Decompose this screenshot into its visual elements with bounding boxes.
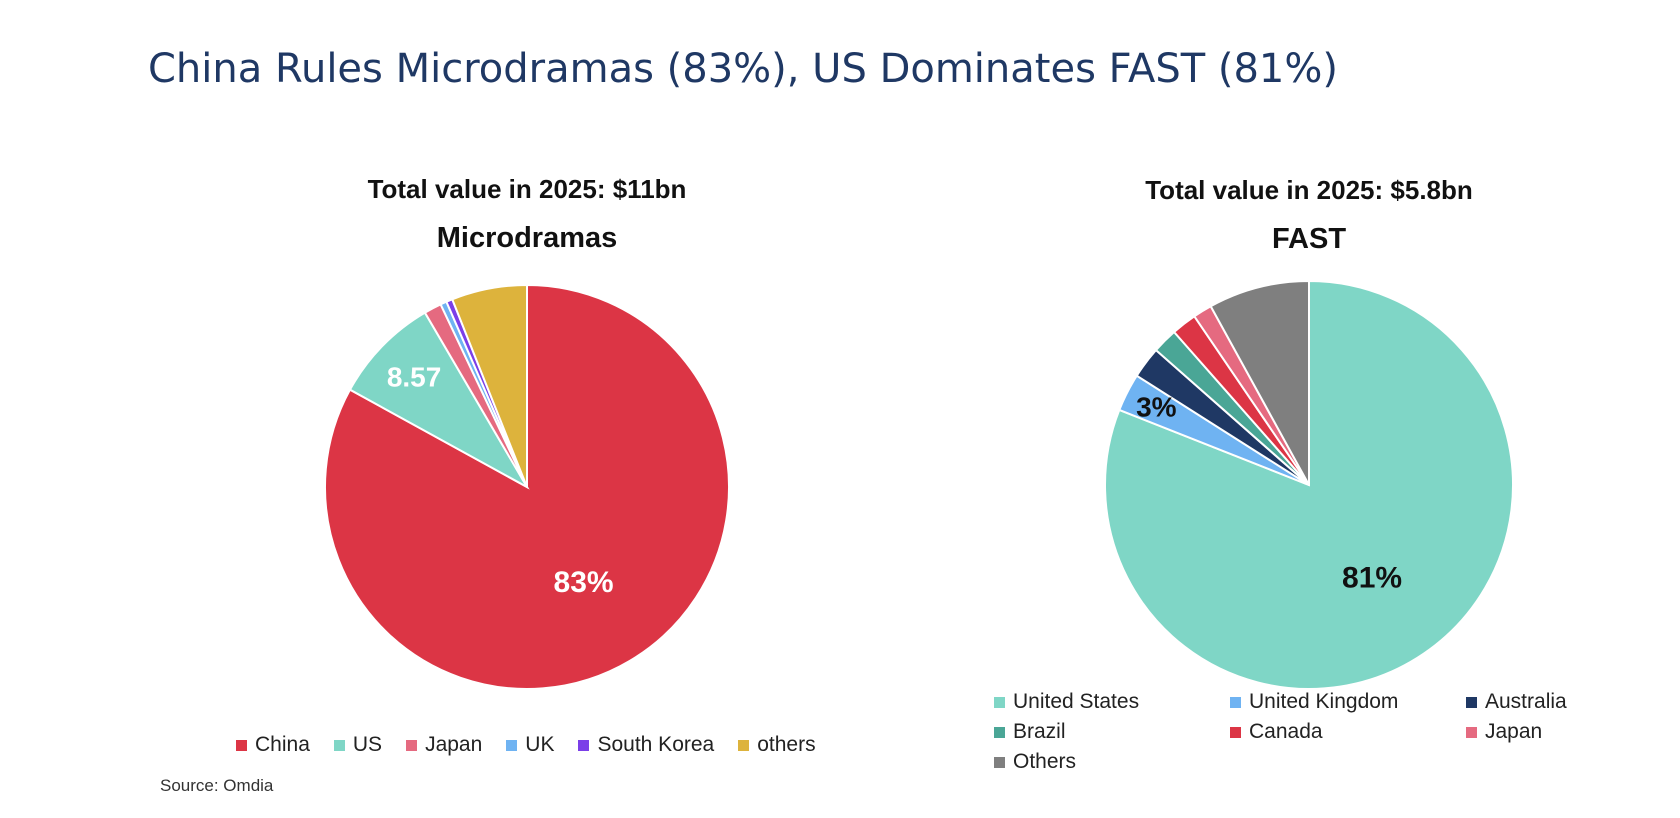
legend-swatch <box>994 696 1005 708</box>
source-note: Source: Omdia <box>160 776 274 795</box>
legend-swatch <box>1230 696 1241 708</box>
slide-title: China Rules Microdramas (83%), US Domina… <box>148 46 1338 92</box>
legend-label: United States <box>1013 690 1140 713</box>
legend-label: South Korea <box>597 733 715 756</box>
legend-label: China <box>255 733 310 756</box>
legend-swatch <box>333 739 345 751</box>
pie-slice-others <box>1209 279 1310 486</box>
legend-item-others: others <box>738 733 816 757</box>
fast-subtitle: Total value in 2025: $5.8bn <box>1145 175 1473 205</box>
fast-legend: United States United Kingdom Australia Braz… <box>994 690 1594 790</box>
legend-label: others <box>757 733 816 756</box>
legend-label: US <box>352 733 383 756</box>
legend-swatch <box>578 739 590 751</box>
legend-label: UK <box>525 733 555 756</box>
legend-label: Australia <box>1485 690 1567 713</box>
legend-item-japan: Japan <box>406 733 482 757</box>
microdramas-legend: China US Japan UK South Korea others <box>236 733 840 757</box>
legend-item-united-kingdom: United Kingdom <box>1230 690 1398 714</box>
legend-swatch <box>1466 696 1477 708</box>
data-label-china: 83% <box>554 566 614 599</box>
legend-item-us: US <box>333 733 383 757</box>
microdramas-title: Microdramas <box>436 222 618 254</box>
legend-item-others: Others <box>994 750 1076 774</box>
legend-item-australia: Australia <box>1466 690 1567 714</box>
legend-label: United Kingdom <box>1249 690 1399 713</box>
legend-label: Others <box>1013 750 1077 773</box>
legend-swatch <box>406 739 418 751</box>
fast-title: FAST <box>1271 223 1347 255</box>
legend-swatch <box>994 726 1005 738</box>
legend-swatch <box>506 739 518 751</box>
microdramas-subtitle: Total value in 2025: $11bn <box>367 174 687 204</box>
data-label-united-kingdom: 3% <box>1136 392 1177 423</box>
legend-label: Japan <box>425 733 483 756</box>
legend-item-china: China <box>236 733 310 757</box>
legend-swatch <box>236 739 247 751</box>
legend-item-japan: Japan <box>1466 720 1542 744</box>
legend-label: Brazil <box>1013 720 1066 743</box>
legend-swatch <box>738 739 750 751</box>
legend-item-canada: Canada <box>1230 720 1323 744</box>
legend-item-brazil: Brazil <box>994 720 1066 744</box>
legend-swatch <box>1466 726 1477 738</box>
legend-swatch <box>1230 726 1241 738</box>
legend-label: Japan <box>1485 720 1543 743</box>
pie-slice-others <box>450 283 528 488</box>
legend-item-south-korea: South Korea <box>578 733 714 757</box>
legend-item-united-states: United States <box>994 690 1139 714</box>
legend-label: Canada <box>1249 720 1323 743</box>
pie-slice-us <box>348 311 530 490</box>
data-label-us: 8.57 <box>387 362 442 393</box>
legend-item-uk: UK <box>506 733 554 757</box>
legend-swatch <box>994 756 1005 768</box>
data-label-united-states: 81% <box>1342 561 1402 594</box>
